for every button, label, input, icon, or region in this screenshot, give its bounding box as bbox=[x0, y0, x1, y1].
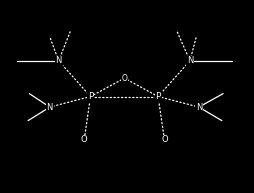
Text: P: P bbox=[155, 92, 160, 101]
Text: O: O bbox=[81, 135, 87, 144]
Text: N: N bbox=[195, 103, 201, 112]
Text: O: O bbox=[121, 74, 127, 83]
Text: O: O bbox=[161, 135, 167, 144]
Text: N: N bbox=[55, 56, 62, 65]
Text: P: P bbox=[87, 92, 93, 101]
Text: N: N bbox=[46, 103, 53, 112]
Text: N: N bbox=[186, 56, 193, 65]
